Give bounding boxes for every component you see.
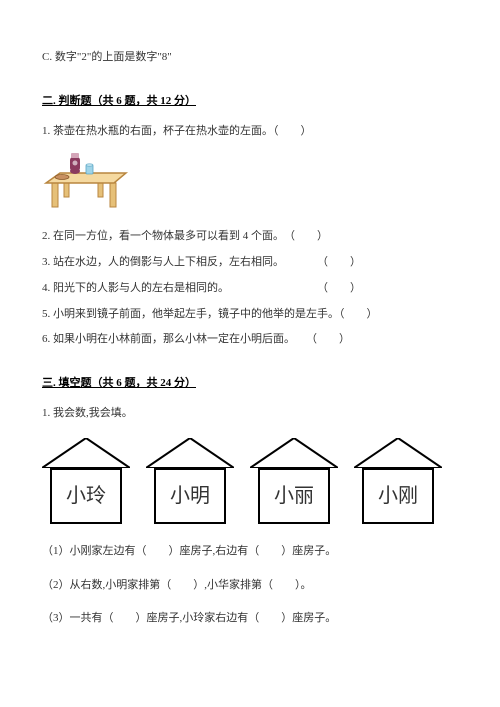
roof-icon	[42, 438, 130, 468]
house-label: 小刚	[362, 468, 434, 524]
s2-q5: 5. 小明来到镜子前面，他举起左手，镜子中的他举的是左手。（ ）	[42, 305, 458, 325]
house-label: 小明	[154, 468, 226, 524]
roof-icon	[250, 438, 338, 468]
house-2: 小明	[146, 438, 234, 524]
s2-q6: 6. 如果小明在小林前面，那么小林一定在小明后面。 （ ）	[42, 330, 458, 350]
table-illustration	[42, 147, 458, 217]
s2-q1: 1. 茶壶在热水瓶的右面，杯子在热水壶的左面。（ ）	[42, 122, 458, 142]
house-3: 小丽	[250, 438, 338, 524]
house-label: 小丽	[258, 468, 330, 524]
section3-title: 三. 填空题（共 6 题，共 24 分）	[42, 374, 458, 394]
s3-sub1: （1）小刚家左边有（ ）座房子,右边有（ ）座房子。	[42, 542, 458, 562]
roof-icon	[146, 438, 234, 468]
s2-q3: 3. 站在水边，人的倒影与人上下相反，左右相同。 （ ）	[42, 253, 458, 273]
section2-title: 二. 判断题（共 6 题，共 12 分）	[42, 92, 458, 112]
s2-q4: 4. 阳光下的人影与人的左右是相同的。 （ ）	[42, 279, 458, 299]
s2-q2: 2. 在同一方位，看一个物体最多可以看到 4 个面。 （ ）	[42, 227, 458, 247]
house-1: 小玲	[42, 438, 130, 524]
house-4: 小刚	[354, 438, 442, 524]
s3-sub3: （3）一共有（ ）座房子,小玲家右边有（ ）座房子。	[42, 609, 458, 629]
s3-sub2: （2）从右数,小明家排第（ ）,小华家排第（ ）。	[42, 576, 458, 596]
option-c: C. 数字"2"的上面是数字"8"	[42, 48, 458, 68]
roof-icon	[354, 438, 442, 468]
house-label: 小玲	[50, 468, 122, 524]
s3-q1: 1. 我会数,我会填。	[42, 404, 458, 424]
houses-row: 小玲 小明 小丽 小刚 小	[42, 438, 458, 524]
